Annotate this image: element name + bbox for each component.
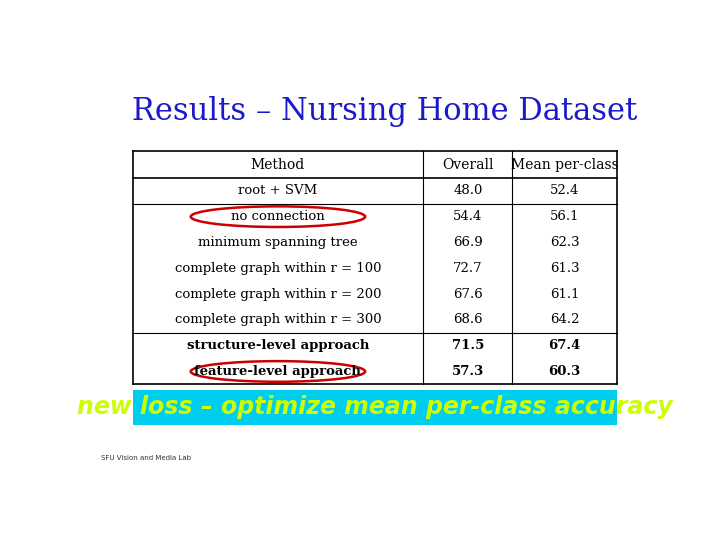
- Text: 60.3: 60.3: [549, 365, 581, 378]
- Text: new loss – optimize mean per-class accuracy: new loss – optimize mean per-class accur…: [77, 395, 672, 420]
- Text: Results – Nursing Home Dataset: Results – Nursing Home Dataset: [132, 96, 637, 126]
- Text: complete graph within r = 200: complete graph within r = 200: [175, 288, 381, 301]
- Text: 48.0: 48.0: [453, 184, 482, 198]
- Text: 66.9: 66.9: [453, 236, 482, 249]
- Text: 61.1: 61.1: [550, 288, 580, 301]
- Text: 71.5: 71.5: [451, 339, 484, 352]
- Text: root + SVM: root + SVM: [238, 184, 318, 198]
- Text: 61.3: 61.3: [550, 262, 580, 275]
- Text: minimum spanning tree: minimum spanning tree: [198, 236, 358, 249]
- Text: complete graph within r = 300: complete graph within r = 300: [175, 313, 382, 326]
- Text: 57.3: 57.3: [451, 365, 484, 378]
- Text: feature-level approach: feature-level approach: [194, 365, 361, 378]
- Text: complete graph within r = 100: complete graph within r = 100: [175, 262, 381, 275]
- Text: SFU Vision and Media Lab: SFU Vision and Media Lab: [101, 455, 191, 461]
- Text: 67.6: 67.6: [453, 288, 482, 301]
- Text: 64.2: 64.2: [550, 313, 580, 326]
- FancyBboxPatch shape: [132, 390, 617, 425]
- Text: no connection: no connection: [231, 210, 325, 223]
- Text: 54.4: 54.4: [453, 210, 482, 223]
- Text: 62.3: 62.3: [550, 236, 580, 249]
- Text: 67.4: 67.4: [549, 339, 581, 352]
- Text: Mean per-class: Mean per-class: [510, 158, 618, 172]
- Text: 68.6: 68.6: [453, 313, 482, 326]
- Text: 52.4: 52.4: [550, 184, 580, 198]
- Text: 72.7: 72.7: [453, 262, 482, 275]
- Text: Method: Method: [251, 158, 305, 172]
- Text: Overall: Overall: [442, 158, 494, 172]
- Text: structure-level approach: structure-level approach: [186, 339, 369, 352]
- Text: 56.1: 56.1: [550, 210, 580, 223]
